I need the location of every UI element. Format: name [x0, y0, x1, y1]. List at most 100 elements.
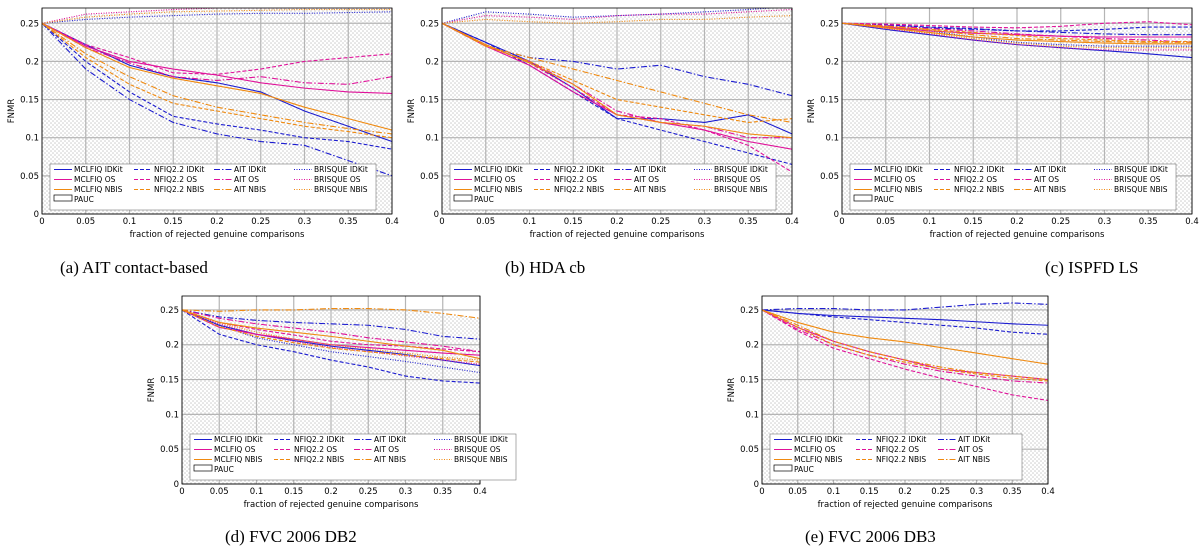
- legend-entry-label: MCLFIQ NBIS: [74, 185, 123, 194]
- y-tick-label: 0.05: [20, 172, 39, 182]
- x-tick-label: 0.15: [164, 217, 183, 227]
- y-tick-label: 0.2: [825, 57, 839, 67]
- x-tick-label: 0.05: [788, 487, 807, 497]
- series-line-brisque-os: [442, 8, 792, 24]
- chart-panel-c: 0 0.05 0.1 0.15 0.2 0.25 0.3 0.35 0.4 0 0.05 0.1 0.1…: [800, 0, 1200, 277]
- legend-entry-label: BRISQUE NBIS: [454, 455, 508, 464]
- legend-entry-label: BRISQUE IDKit: [1114, 165, 1168, 174]
- chart-panel-e: 0 0.05 0.1 0.15 0.2 0.25 0.3 0.35 0.4 0 0.05 0.1 0.1…: [720, 288, 1115, 546]
- legend-entry-label: MCLFIQ NBIS: [794, 455, 843, 464]
- chart-panel-b: 0 0.05 0.1 0.15 0.2 0.25 0.3 0.35 0.4 0 0.05 0.1 0.1…: [400, 0, 799, 277]
- legend-box: [49, 163, 377, 211]
- x-tick-label: 0.4: [1185, 217, 1199, 227]
- y-axis-label: FNMR: [727, 378, 737, 403]
- legend-pauc-label: PAUC: [474, 195, 494, 204]
- series-line-brisque-os: [842, 22, 1192, 51]
- series-line-brisque-os: [182, 309, 480, 365]
- legend-entry-label: MCLFIQ IDKit: [874, 165, 923, 174]
- x-tick-label: 0.2: [1010, 217, 1024, 227]
- legend-entry-label: MCLFIQ OS: [474, 175, 516, 184]
- legend-entry-label: AIT IDKit: [1034, 165, 1066, 174]
- y-tick-label: 0.2: [425, 57, 439, 67]
- legend-entry-label: MCLFIQ NBIS: [214, 455, 263, 464]
- chart-b-svg: 0 0.05 0.1 0.15 0.2 0.25 0.3 0.35 0.4 0 0.05 0.1 0.1…: [407, 7, 799, 240]
- legend-entry-label: AIT OS: [234, 175, 259, 184]
- x-tick-label: 0.1: [123, 217, 137, 227]
- pauc-swatch: [193, 464, 213, 472]
- y-tick-label: 0.25: [160, 306, 179, 316]
- x-tick-label: 0.2: [210, 217, 224, 227]
- x-tick-label: 0.25: [251, 217, 270, 227]
- y-tick-label: 0.1: [25, 134, 39, 144]
- chart-e-svg: 0 0.05 0.1 0.15 0.2 0.25 0.3 0.35 0.4 0 0.05 0.1 0.1…: [727, 295, 1055, 510]
- series-line-mclfiq-idkit: [762, 309, 1048, 326]
- caption-e: (e) FVC 2006 DB3: [805, 527, 936, 546]
- legend-entry-label: AIT NBIS: [234, 185, 266, 194]
- legend-entry-label: AIT OS: [374, 445, 399, 454]
- pauc-swatch: [53, 194, 73, 202]
- series-line-nfiq2-2-os: [42, 22, 392, 75]
- legend: MCLFIQ IDKit NFIQ2.2 IDKit AIT IDKit MCLFIQ…: [769, 433, 1023, 481]
- legend: MCLFIQ IDKit NFIQ2.2 IDKit AIT IDKit BRISQU…: [449, 163, 777, 211]
- series-line-nfiq2-2-nbis: [442, 22, 792, 123]
- y-tick-label: 0: [434, 210, 439, 220]
- x-tick-label: 0.4: [385, 217, 399, 227]
- legend-entry-label: NFIQ2.2 IDKit: [154, 165, 204, 174]
- x-tick-label: 0.2: [610, 217, 624, 227]
- legend-entry-label: MCLFIQ OS: [74, 175, 116, 184]
- x-tick-label: 0: [439, 217, 444, 227]
- legend-box: [769, 433, 1023, 481]
- legend-entry-label: AIT IDKit: [374, 435, 406, 444]
- x-tick-label: 0.05: [210, 487, 229, 497]
- y-tick-label: 0.1: [425, 134, 439, 144]
- x-tick-label: 0.2: [898, 487, 912, 497]
- series-line-ait-nbis: [42, 22, 392, 135]
- series-line-mclfiq-os: [42, 22, 392, 95]
- series-line-mclfiq-nbis: [182, 309, 480, 360]
- legend-pauc-label: PAUC: [794, 465, 814, 474]
- x-tick-label: 0.15: [860, 487, 879, 497]
- pauc-swatch: [453, 194, 473, 202]
- x-tick-label: 0.3: [1098, 217, 1112, 227]
- series-line-ait-os: [842, 22, 1192, 43]
- legend-entry-label: NFIQ2.2 OS: [954, 175, 997, 184]
- series-line-ait-os: [182, 309, 480, 353]
- legend-entry-label: NFIQ2.2 NBIS: [876, 455, 926, 464]
- legend-entry-label: NFIQ2.2 NBIS: [294, 455, 344, 464]
- x-tick-label: 0.3: [970, 487, 984, 497]
- series-line-ait-nbis: [442, 22, 792, 123]
- series-line-ait-nbis: [842, 22, 1192, 43]
- y-tick-label: 0.15: [160, 376, 179, 386]
- x-tick-label: 0.15: [964, 217, 983, 227]
- chart-d-svg: 0 0.05 0.1 0.15 0.2 0.25 0.3 0.35 0.4 0 0.05 0.1 0.1…: [147, 295, 517, 510]
- y-tick-label: 0.25: [20, 19, 39, 29]
- x-tick-label: 0.4: [473, 487, 487, 497]
- y-tick-label: 0.15: [820, 96, 839, 106]
- x-tick-label: 0.35: [339, 217, 358, 227]
- legend-entry-label: MCLFIQ IDKit: [74, 165, 123, 174]
- y-tick-label: 0.15: [420, 96, 439, 106]
- x-tick-label: 0.05: [876, 217, 895, 227]
- y-tick-label: 0: [174, 480, 179, 490]
- x-tick-label: 0.1: [827, 487, 841, 497]
- x-tick-label: 0.4: [785, 217, 799, 227]
- x-tick-label: 0.15: [564, 217, 583, 227]
- series-line-nfiq2-2-idkit: [182, 309, 480, 384]
- y-tick-label: 0: [834, 210, 839, 220]
- series-line-brisque-idkit: [842, 22, 1192, 47]
- legend-entry-label: BRISQUE NBIS: [1114, 185, 1168, 194]
- series-line-ait-idkit: [42, 22, 392, 177]
- series-line-brisque-idkit: [42, 11, 392, 24]
- x-tick-label: 0.3: [399, 487, 413, 497]
- legend-entry-label: AIT NBIS: [374, 455, 406, 464]
- series-line-mclfiq-nbis: [762, 309, 1048, 365]
- x-tick-label: 0.05: [476, 217, 495, 227]
- chart-panel-a: 0 0.05 0.1 0.15 0.2 0.25 0.3 0.35 0.4 0 0.05 0.1 0.1…: [0, 0, 399, 277]
- legend-entry-label: MCLFIQ NBIS: [874, 185, 923, 194]
- series-line-nfiq2-2-nbis: [182, 309, 480, 363]
- legend-entry-label: MCLFIQ NBIS: [474, 185, 523, 194]
- y-tick-label: 0.25: [740, 306, 759, 316]
- legend-entry-label: NFIQ2.2 NBIS: [554, 185, 604, 194]
- legend-entry-label: AIT OS: [958, 445, 983, 454]
